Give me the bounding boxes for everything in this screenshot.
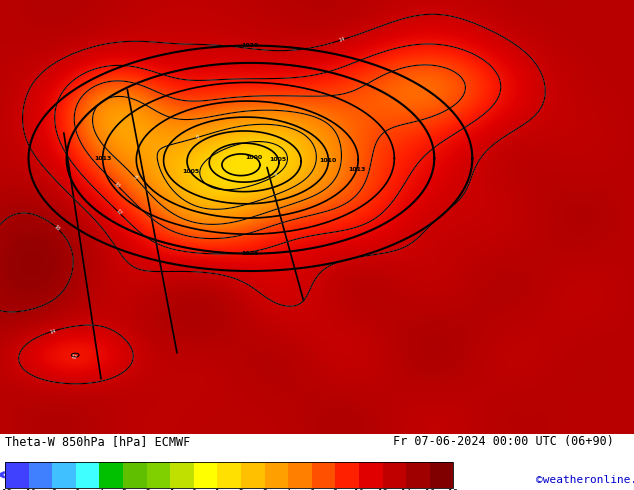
Bar [29, 462, 52, 488]
Text: 8: 8 [131, 174, 138, 180]
Text: 1013: 1013 [348, 167, 365, 172]
Text: 1020: 1020 [242, 43, 259, 48]
Text: 1010: 1010 [320, 158, 337, 163]
Text: 1025: 1025 [242, 251, 259, 256]
Bar [123, 462, 146, 488]
Bar [146, 462, 170, 488]
Bar [335, 462, 359, 488]
Text: 1005: 1005 [182, 169, 199, 174]
Bar [312, 462, 335, 488]
Bar [382, 462, 406, 488]
Text: Theta-W 850hPa [hPa] ECMWF: Theta-W 850hPa [hPa] ECMWF [5, 435, 190, 448]
Text: 14: 14 [49, 328, 56, 335]
Bar [241, 462, 264, 488]
Text: 12: 12 [70, 354, 78, 360]
Text: 12: 12 [115, 208, 123, 217]
Bar [288, 462, 312, 488]
Text: 6: 6 [196, 134, 200, 140]
Text: 10: 10 [112, 181, 120, 189]
Bar [100, 462, 123, 488]
Text: ©weatheronline.co.uk: ©weatheronline.co.uk [536, 475, 634, 486]
Text: 1005: 1005 [270, 157, 287, 162]
Bar [264, 462, 288, 488]
Bar [5, 462, 29, 488]
Bar [76, 462, 100, 488]
Bar [359, 462, 382, 488]
Bar [52, 462, 76, 488]
Bar [217, 462, 241, 488]
Text: 1000: 1000 [246, 155, 263, 160]
Bar [5, 462, 453, 488]
Bar [170, 462, 194, 488]
Bar [406, 462, 430, 488]
Bar [430, 462, 453, 488]
Text: Fr 07-06-2024 00:00 UTC (06+90): Fr 07-06-2024 00:00 UTC (06+90) [393, 435, 614, 448]
Text: 16: 16 [53, 224, 61, 232]
Text: 1013: 1013 [94, 156, 112, 161]
Text: 4: 4 [273, 172, 279, 178]
Text: 14: 14 [338, 37, 346, 43]
Bar [194, 462, 217, 488]
